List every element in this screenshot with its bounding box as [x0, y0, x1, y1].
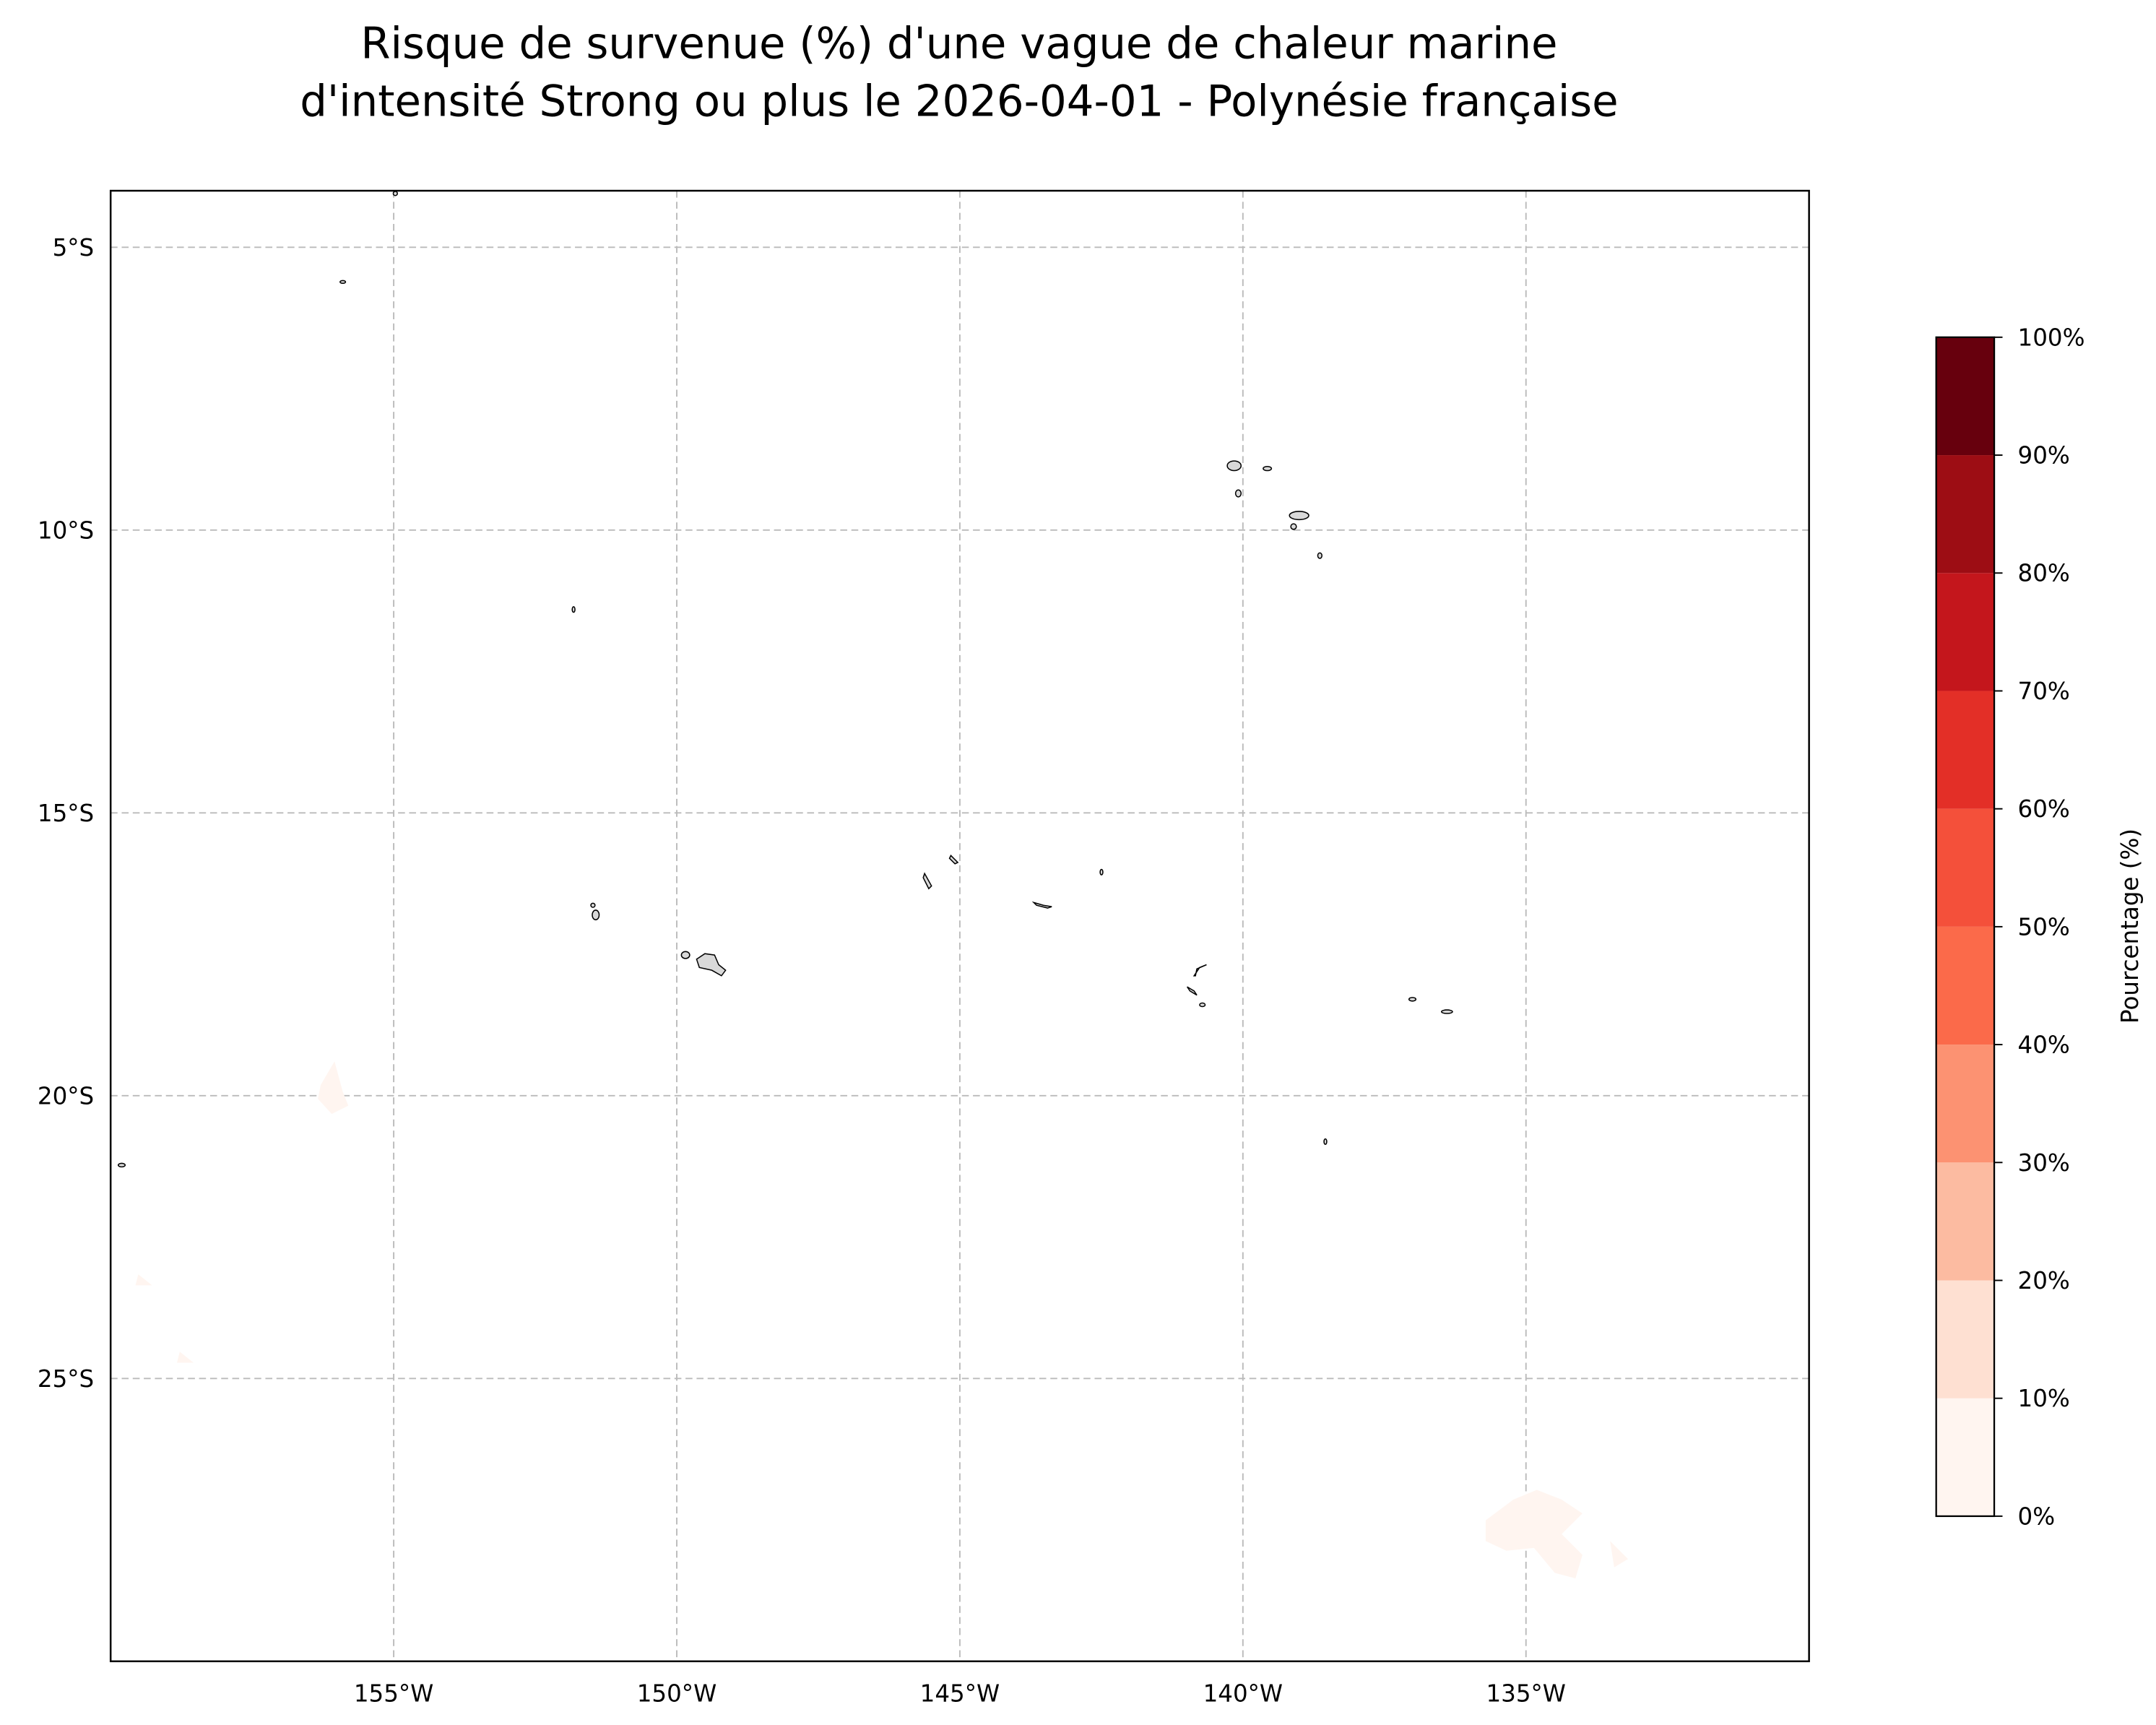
map-frame — [109, 189, 1810, 1663]
colorbar-band — [1936, 573, 1995, 691]
colorbar-tick-label: 20% — [2018, 1267, 2070, 1294]
island — [1192, 964, 1207, 977]
patch — [318, 1061, 349, 1115]
island — [1199, 1002, 1206, 1008]
island — [1290, 523, 1297, 530]
colorbar-band — [1936, 1162, 1995, 1281]
colorbar-band — [1936, 1280, 1995, 1398]
colorbar-band — [1936, 691, 1995, 809]
colorbar-tick-label: 0% — [2018, 1503, 2056, 1530]
island — [1323, 1138, 1328, 1145]
colorbar-tick-label: 90% — [2018, 442, 2070, 470]
island — [680, 951, 690, 959]
colorbar-tick-label: 30% — [2018, 1149, 2070, 1177]
island — [571, 606, 576, 613]
x-tick-label: 150°W — [637, 1679, 716, 1707]
colorbar-tick-label: 50% — [2018, 913, 2070, 941]
islands — [117, 191, 1453, 1168]
island — [590, 902, 596, 908]
island — [1289, 511, 1309, 521]
chart-title: d'intensité Strong ou plus le 2026-04-01… — [300, 77, 1618, 126]
y-tick-label: 10°S — [38, 516, 94, 544]
grid — [111, 191, 1809, 1661]
heat-patches — [135, 1061, 1629, 1579]
island — [1263, 465, 1273, 472]
island — [696, 953, 727, 977]
colorbar-band — [1936, 455, 1995, 574]
island — [922, 872, 932, 890]
colorbar-tick-label: 40% — [2018, 1032, 2070, 1059]
x-tick-label: 155°W — [354, 1679, 433, 1707]
chart-title: Risque de survenue (%) d'une vague de ch… — [360, 18, 1557, 68]
colorbar-band — [1936, 1398, 1995, 1516]
island — [392, 191, 398, 196]
island — [1031, 901, 1052, 909]
colorbar: 0% 10% 20% 30% 40% 50% 60% 70% 80% 90% 100% — [1935, 324, 2085, 1530]
y-tick-label: 15°S — [38, 800, 94, 827]
island — [1187, 986, 1198, 996]
map-area — [109, 189, 1810, 1663]
y-tick-label: 20°S — [38, 1082, 94, 1110]
colorbar-tick-label: 80% — [2018, 560, 2070, 587]
x-tick-label: 145°W — [920, 1679, 1000, 1707]
patch — [135, 1274, 152, 1286]
colorbar-band — [1936, 926, 1995, 1045]
island — [1099, 868, 1104, 876]
colorbar-tick-label: 70% — [2018, 678, 2070, 705]
y-tick-label: 25°S — [38, 1365, 94, 1393]
island — [1234, 489, 1242, 498]
patch — [1485, 1490, 1583, 1579]
colorbar-tick-label: 100% — [2018, 324, 2085, 351]
island — [1226, 460, 1242, 472]
y-tick-label: 5°S — [53, 234, 95, 261]
colorbar-band — [1936, 808, 1995, 927]
colorbar-label: Pourcentage (%) — [2116, 829, 2144, 1024]
island — [948, 855, 959, 865]
colorbar-band — [1936, 1045, 1995, 1163]
island — [1440, 1009, 1453, 1014]
island — [592, 909, 600, 921]
island — [117, 1162, 126, 1168]
island — [1317, 552, 1322, 559]
island — [1408, 997, 1417, 1002]
patch — [177, 1352, 194, 1363]
patch — [1610, 1541, 1629, 1568]
colorbar-band — [1936, 337, 1995, 456]
colorbar-tick-label: 60% — [2018, 795, 2070, 823]
x-tick-label: 135°W — [1486, 1679, 1565, 1707]
x-tick-label: 140°W — [1203, 1679, 1283, 1707]
island — [339, 280, 347, 284]
colorbar-tick-label: 10% — [2018, 1385, 2070, 1412]
